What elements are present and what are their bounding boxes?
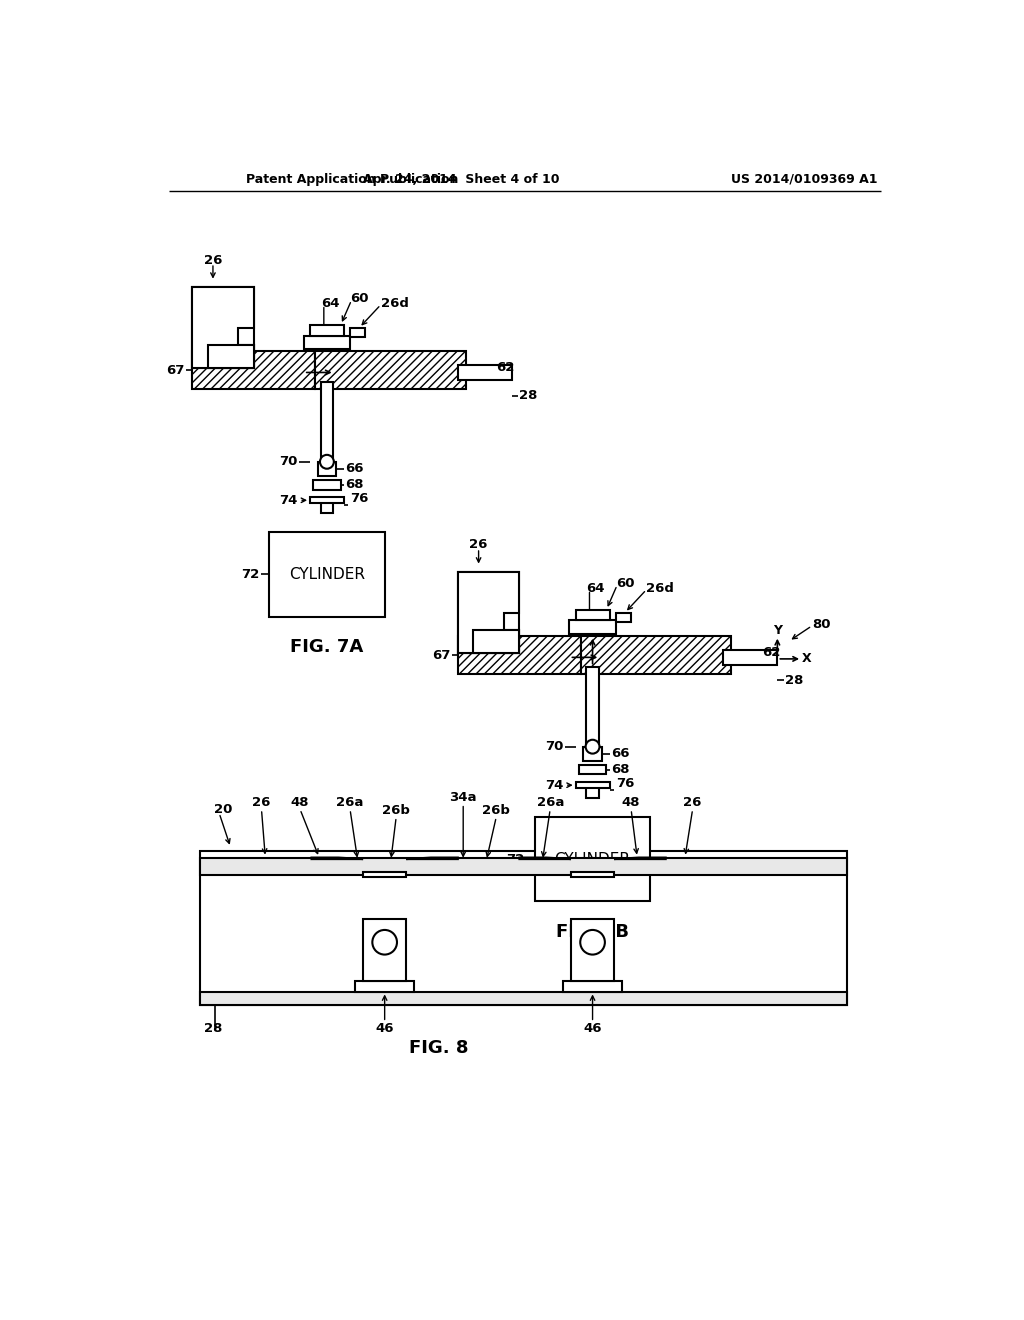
Text: 74: 74 [545,779,563,792]
Text: 72: 72 [241,568,259,581]
Polygon shape [519,858,571,859]
Text: 67: 67 [432,648,451,661]
Bar [575,781,609,788]
Text: 74: 74 [280,494,298,507]
Text: 28: 28 [785,675,804,686]
Bar [355,981,414,991]
Text: Apr. 24, 2014  Sheet 4 of 10: Apr. 24, 2014 Sheet 4 of 10 [364,173,560,186]
Bar [575,610,609,620]
Bar [200,858,847,875]
Text: 34a: 34a [450,791,477,804]
Circle shape [319,455,334,469]
Bar [310,325,344,335]
Text: 64: 64 [321,297,339,310]
Text: 20: 20 [214,803,232,816]
Text: 76: 76 [615,777,634,791]
Bar [315,351,466,389]
Bar [193,351,315,389]
Bar [724,649,777,665]
Text: 26a: 26a [336,796,364,809]
Text: CYLINDER: CYLINDER [555,851,631,867]
Text: 68: 68 [611,763,630,776]
Text: FIG. 8: FIG. 8 [409,1039,468,1057]
Text: CYLINDER: CYLINDER [289,566,365,582]
Bar [473,630,519,653]
Bar [581,636,731,675]
Bar [313,480,341,490]
Text: FIG. 7B: FIG. 7B [556,923,629,941]
Bar [350,327,366,337]
Text: 26b: 26b [382,804,411,817]
Text: X: X [802,652,811,665]
Bar [321,381,333,474]
Bar [200,851,847,1006]
Text: 80: 80 [812,618,830,631]
Polygon shape [193,286,254,368]
Text: 48: 48 [291,796,309,809]
Bar [571,873,614,876]
Text: 46: 46 [376,1022,394,1035]
Text: 70: 70 [545,741,563,754]
Text: 62: 62 [497,362,515,375]
Text: 26: 26 [469,539,487,552]
Text: 26: 26 [204,253,222,267]
Bar [364,873,407,876]
Text: FIG. 7A: FIG. 7A [290,639,364,656]
Bar [317,462,336,475]
Text: 26: 26 [252,796,270,809]
Text: 26d: 26d [381,297,409,310]
Text: 62: 62 [762,647,780,659]
Bar [563,981,622,991]
Bar [535,817,650,902]
Text: 46: 46 [584,1022,602,1035]
Bar [364,919,407,981]
Text: 28: 28 [519,389,538,403]
Bar [200,991,847,1006]
Text: 60: 60 [615,577,634,590]
Polygon shape [407,858,458,859]
Circle shape [581,929,605,954]
Text: 26b: 26b [482,804,510,817]
Text: 66: 66 [345,462,364,475]
Text: 26: 26 [683,796,701,809]
Text: 48: 48 [622,796,640,809]
Bar [310,498,344,503]
Text: 76: 76 [350,492,369,506]
Polygon shape [614,858,666,859]
Text: 70: 70 [280,455,298,469]
Circle shape [373,929,397,954]
Text: 60: 60 [350,292,369,305]
Text: US 2014/0109369 A1: US 2014/0109369 A1 [731,173,878,186]
Circle shape [586,739,599,754]
Bar [584,747,602,760]
Bar [208,345,254,368]
Text: 67: 67 [166,363,184,376]
Bar [587,667,599,759]
Bar [321,500,333,512]
Text: 68: 68 [345,478,364,491]
Bar [579,766,606,775]
Bar [587,785,599,797]
Text: 64: 64 [587,582,605,594]
Polygon shape [311,858,364,859]
Text: 26d: 26d [646,582,675,594]
Bar [458,636,581,675]
Polygon shape [458,572,519,653]
Bar [458,364,512,380]
Bar [571,919,614,981]
Bar [269,532,385,616]
Text: 26a: 26a [537,796,564,809]
Text: 72: 72 [507,853,524,866]
Bar [304,335,350,350]
Text: Y: Y [773,624,782,638]
Text: 28: 28 [204,1022,222,1035]
Bar [458,572,519,653]
Bar [569,620,615,635]
Text: Patent Application Publication: Patent Application Publication [246,173,459,186]
Bar [193,286,254,368]
Bar [615,612,631,622]
Text: 66: 66 [611,747,630,760]
